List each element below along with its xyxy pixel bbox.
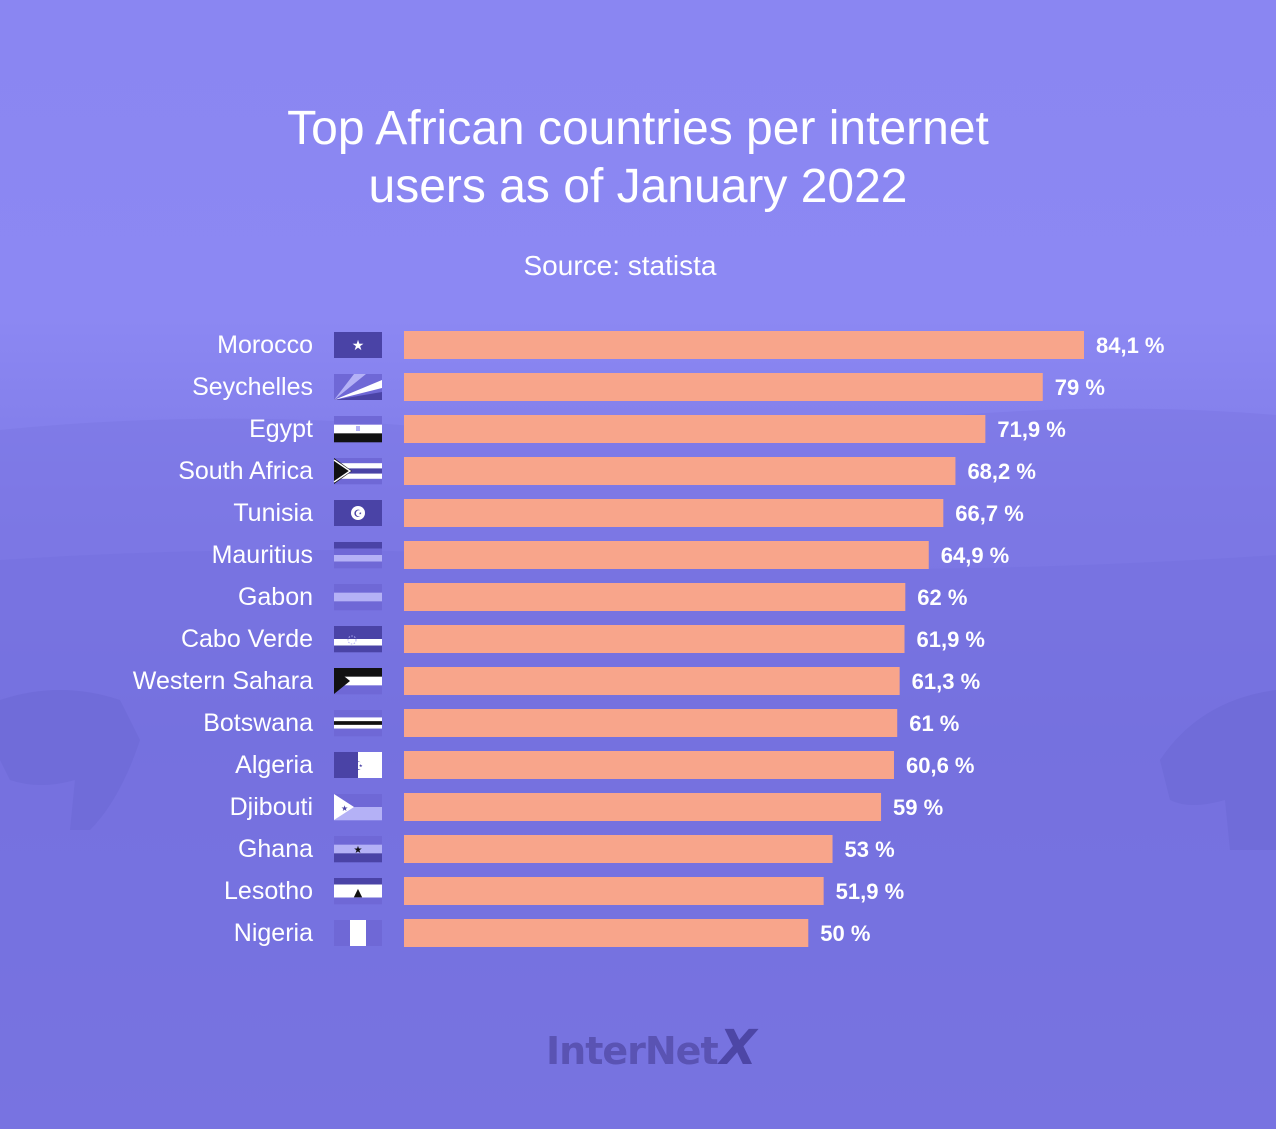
ghana-flag-icon: ★: [334, 836, 382, 863]
value-label: 62 %: [917, 585, 967, 610]
value-label: 61 %: [909, 711, 959, 736]
logo-text: InterNet: [546, 1029, 719, 1073]
mauritius-flag-icon: [334, 542, 382, 569]
algeria-flag-icon: ☪: [334, 752, 382, 778]
chart-subtitle: Source: statista: [523, 250, 717, 281]
value-label: 64,9 %: [941, 543, 1010, 568]
svg-text:★: ★: [341, 804, 348, 813]
bar: [404, 751, 894, 779]
bar: [404, 835, 833, 863]
value-label: 61,9 %: [916, 627, 985, 652]
svg-text:▲: ▲: [354, 886, 363, 899]
logo-x: X: [719, 1020, 757, 1076]
bar: [404, 499, 944, 527]
bar: [404, 793, 882, 821]
svg-text:★: ★: [352, 338, 365, 354]
bar: [404, 583, 906, 611]
zebra-silhouette-left: [0, 690, 140, 830]
value-label: 66,7 %: [955, 501, 1024, 526]
bar: [404, 457, 956, 485]
nigeria-flag-icon: [334, 920, 382, 946]
lesotho-flag-icon: ▲: [334, 878, 382, 905]
zebra-silhouette-right: [1160, 690, 1276, 850]
value-label: 59 %: [893, 795, 943, 820]
tunisia-flag-icon: ☪: [334, 500, 382, 526]
bar: [404, 373, 1043, 401]
value-label: 68,2 %: [967, 459, 1035, 484]
svg-text:☪: ☪: [353, 759, 364, 773]
chart-title: Top African countries per internet users…: [0, 100, 1276, 216]
value-label: 84,1 %: [1096, 333, 1165, 358]
country-label: Djibouti: [230, 793, 313, 821]
country-label: Ghana: [238, 835, 313, 863]
gabon-flag-icon: [334, 584, 382, 611]
egypt-flag-icon: [334, 416, 382, 443]
country-label: Tunisia: [233, 499, 313, 527]
value-label: 60,6 %: [906, 753, 975, 778]
chart-title-line-1: Top African countries per internet: [287, 102, 989, 155]
value-label: 61,3 %: [912, 669, 981, 694]
value-label: 79 %: [1055, 375, 1105, 400]
bar: [404, 877, 824, 905]
value-label: 51,9 %: [836, 879, 905, 904]
western-sahara-flag-icon: [334, 668, 382, 695]
cabo-verde-flag-icon: [334, 626, 382, 653]
value-label: 71,9 %: [997, 417, 1065, 442]
country-label: Botswana: [203, 709, 313, 737]
bar: [404, 625, 905, 653]
country-label: Seychelles: [192, 373, 313, 401]
country-label: Egypt: [249, 415, 313, 443]
morocco-flag-icon: ★: [334, 332, 382, 358]
south-africa-flag-icon: [333, 458, 382, 485]
bar: [404, 415, 986, 443]
country-label: Lesotho: [224, 877, 313, 905]
botswana-flag-icon: [334, 710, 382, 737]
country-label: Cabo Verde: [181, 625, 313, 653]
country-label: Morocco: [217, 331, 313, 359]
bar: [404, 919, 809, 947]
bar: [404, 541, 929, 569]
country-label: Algeria: [235, 751, 313, 779]
country-label: Nigeria: [234, 919, 313, 947]
country-label: Gabon: [238, 583, 313, 611]
country-label: Western Sahara: [133, 667, 313, 695]
seychelles-flag-icon: [334, 374, 382, 400]
chart-title-line-2: users as of January 2022: [368, 160, 908, 213]
value-label: 53 %: [845, 837, 895, 862]
bar: [404, 331, 1084, 359]
djibouti-flag-icon: ★: [334, 794, 382, 821]
svg-text:☪: ☪: [354, 509, 363, 520]
country-label: Mauritius: [212, 541, 313, 569]
country-label: South Africa: [178, 457, 313, 485]
bar: [404, 709, 898, 737]
bar: [404, 667, 900, 695]
value-label: 50 %: [820, 921, 870, 946]
internetx-logo: InterNetX: [546, 1020, 757, 1076]
svg-text:★: ★: [354, 845, 363, 856]
